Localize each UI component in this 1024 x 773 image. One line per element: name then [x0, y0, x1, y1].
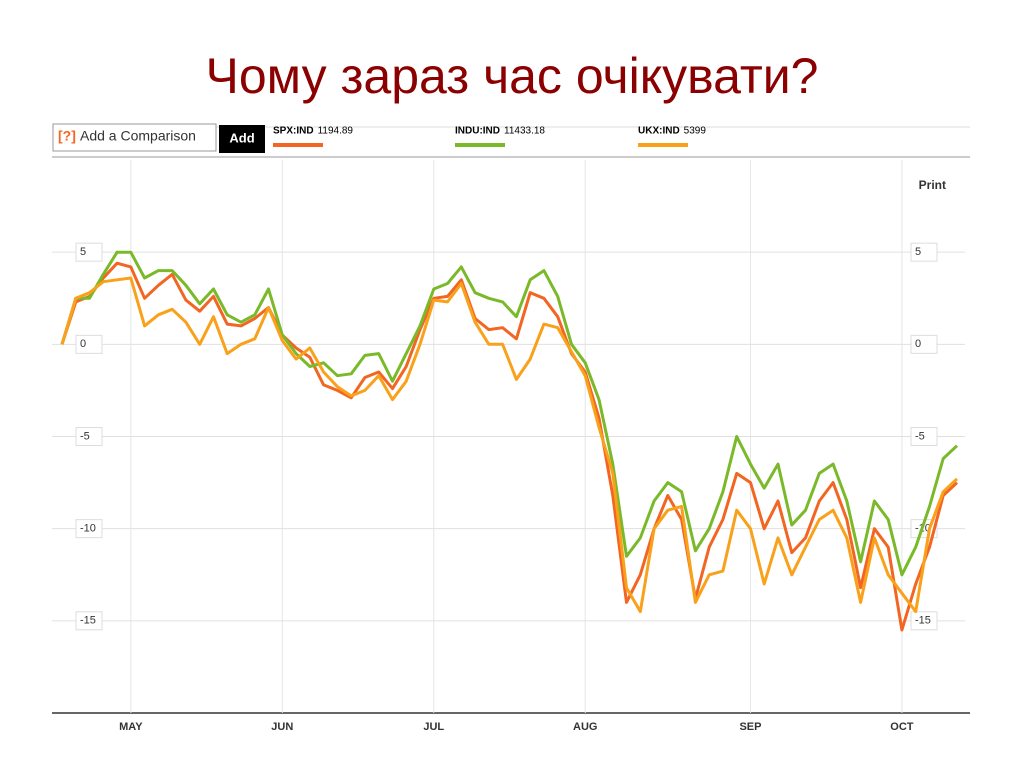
legend-value: 11433.18 [504, 126, 545, 137]
y-tick-label: -15 [915, 615, 931, 627]
comparison-input[interactable] [52, 123, 217, 152]
x-tick-label: SEP [739, 721, 761, 733]
input-placeholder: Add a Comparison [80, 128, 196, 144]
add-button[interactable] [219, 125, 265, 153]
x-tick-label: OCT [890, 721, 914, 733]
legend-value: 1194.89 [318, 126, 354, 137]
y-tick-box [910, 427, 938, 446]
y-tick-box [910, 242, 938, 262]
legend-value: 5399 [684, 126, 707, 137]
x-tick-label: AUG [573, 721, 597, 733]
y-tick-label: 0 [80, 338, 86, 350]
y-tick-label: -15 [80, 615, 96, 627]
y-tick-label: 0 [915, 338, 921, 350]
legend-swatch [638, 143, 688, 147]
series-line [60, 250, 959, 577]
print-link[interactable]: Print [919, 178, 946, 192]
legend-swatch [455, 143, 505, 147]
legend-name: SPX:IND [273, 126, 314, 137]
x-tick-label: JUN [271, 721, 293, 733]
y-tick-box [910, 334, 938, 354]
legend-name: INDU:IND [455, 126, 500, 137]
add-button-label: Add [229, 130, 254, 145]
y-tick-label: -5 [80, 430, 90, 442]
y-tick-label: -5 [915, 430, 925, 442]
y-tick-label: 5 [80, 246, 86, 258]
y-tick-box [75, 427, 103, 446]
y-tick-box [910, 611, 938, 631]
series-line [60, 261, 959, 632]
y-tick-box [75, 611, 103, 631]
x-tick-label: JUL [423, 721, 444, 733]
legend-swatch [273, 143, 323, 147]
y-tick-label: 5 [915, 246, 921, 258]
y-tick-box [75, 242, 103, 262]
series-line [60, 276, 959, 614]
slide-title: Чому зараз час очікувати? [206, 48, 819, 104]
y-tick-box [75, 519, 103, 539]
legend-name: UKX:IND [638, 126, 680, 137]
y-tick-box [75, 334, 103, 354]
help-icon[interactable]: [?] [58, 128, 76, 144]
y-tick-label: -10 [80, 523, 96, 535]
x-tick-label: MAY [119, 721, 143, 733]
